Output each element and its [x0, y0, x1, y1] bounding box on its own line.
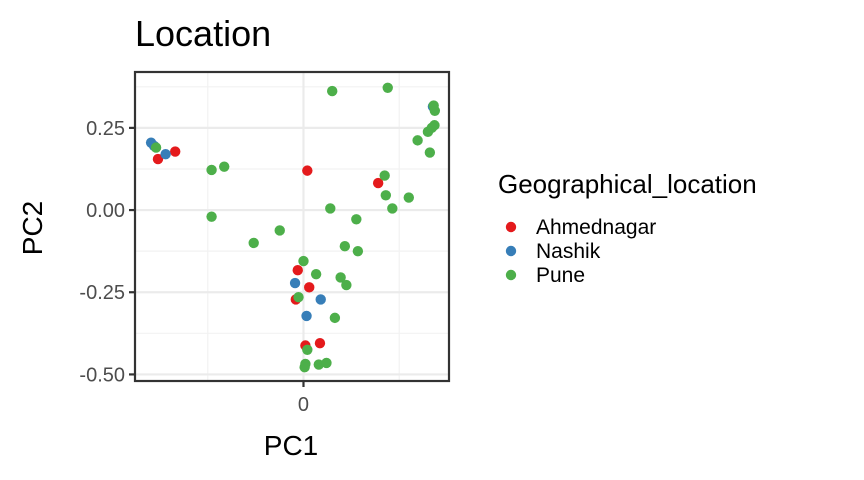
y-axis-title: PC2: [17, 201, 48, 255]
point-pune: [327, 85, 338, 97]
y-tick-label: 0.25: [86, 118, 125, 140]
chart-title: Location: [135, 13, 271, 54]
point-pune: [325, 203, 336, 214]
y-tick-label: 0.00: [86, 200, 125, 222]
plot-gridlines: [135, 72, 449, 381]
y-tick-label: -0.50: [79, 364, 125, 386]
legend-key-pune: [505, 269, 517, 281]
point-nashik: [301, 310, 312, 322]
point-pune: [352, 245, 364, 257]
point-ahmednagar: [302, 165, 313, 176]
point-pune: [403, 192, 414, 203]
plot-panel-border: [133, 70, 451, 383]
point-pune: [298, 255, 309, 267]
x-tick-label: 0: [298, 394, 309, 416]
y-tick-label: -0.25: [79, 282, 125, 304]
point-pune: [335, 272, 346, 283]
y-axis: 0.25 0.00 -0.25 -0.50: [79, 118, 135, 386]
point-pune: [412, 135, 423, 146]
x-axis-title: PC1: [264, 430, 318, 461]
point-ahmednagar: [314, 337, 326, 349]
point-pune: [351, 214, 362, 225]
legend-key-ahmednagar: [505, 221, 517, 233]
point-pune: [379, 170, 390, 181]
point-pune: [339, 241, 351, 252]
point-pune: [248, 237, 259, 249]
point-ahmednagar: [170, 146, 181, 157]
legend-label-ahmednagar: Ahmednagar: [536, 216, 656, 239]
point-pune: [429, 105, 441, 116]
point-pune: [206, 164, 217, 176]
legend-title: Geographical_location: [498, 169, 757, 199]
point-pune: [310, 268, 322, 280]
point-nashik: [315, 294, 326, 305]
point-pune: [206, 211, 217, 222]
point-pune: [341, 279, 352, 291]
plot-panel-background: [135, 72, 449, 381]
point-nashik: [289, 277, 301, 289]
point-ahmednagar: [152, 153, 164, 165]
point-pune: [302, 344, 313, 355]
point-pune: [274, 225, 285, 236]
x-axis: 0: [298, 381, 309, 416]
point-ahmednagar: [292, 265, 303, 276]
legend-label-pune: Pune: [536, 264, 585, 287]
point-ahmednagar: [304, 282, 315, 293]
point-pune: [380, 190, 392, 201]
data-points: [145, 82, 441, 373]
point-pune: [321, 357, 332, 369]
legend-key-nashik: [505, 245, 517, 257]
legend: Geographical_location AhmednagarNashikPu…: [498, 169, 757, 287]
point-pune: [382, 82, 393, 93]
point-pune: [293, 291, 304, 303]
point-pune: [329, 312, 341, 324]
point-pune: [299, 361, 310, 373]
point-ahmednagar: [372, 177, 384, 189]
point-pune: [150, 142, 162, 153]
point-pune: [387, 203, 398, 214]
point-pune: [219, 161, 230, 172]
point-nashik: [160, 148, 171, 160]
point-pune: [429, 120, 440, 131]
point-pune: [424, 147, 436, 158]
legend-label-nashik: Nashik: [536, 240, 601, 263]
